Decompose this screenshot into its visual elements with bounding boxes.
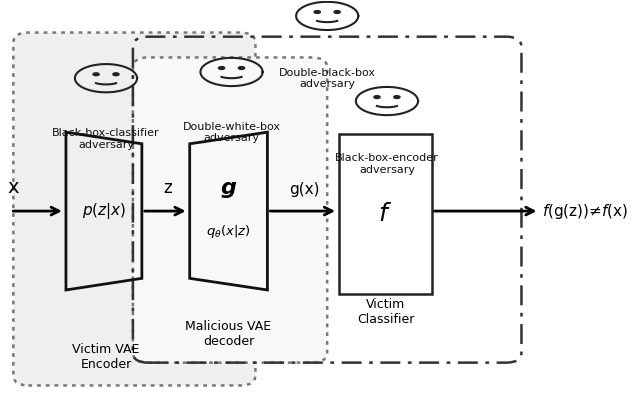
Text: $p(z|x)$: $p(z|x)$ bbox=[82, 201, 126, 221]
Text: Malicious VAE
decoder: Malicious VAE decoder bbox=[186, 320, 271, 348]
FancyBboxPatch shape bbox=[13, 33, 255, 385]
Text: $\bfit{g}$: $\bfit{g}$ bbox=[220, 180, 237, 200]
Text: Black-box-encoder
adversary: Black-box-encoder adversary bbox=[335, 153, 439, 175]
Text: z: z bbox=[163, 178, 172, 196]
Polygon shape bbox=[314, 10, 321, 13]
Polygon shape bbox=[238, 66, 244, 69]
Text: $f$: $f$ bbox=[378, 202, 392, 226]
Text: Victim
Classifier: Victim Classifier bbox=[356, 298, 414, 326]
Text: Black-box-classifier
adversary: Black-box-classifier adversary bbox=[52, 128, 160, 150]
Polygon shape bbox=[93, 73, 99, 76]
Text: Double-white-box
adversary: Double-white-box adversary bbox=[182, 122, 280, 143]
FancyBboxPatch shape bbox=[133, 57, 327, 363]
Polygon shape bbox=[218, 66, 225, 69]
Polygon shape bbox=[374, 96, 380, 99]
FancyBboxPatch shape bbox=[339, 134, 432, 294]
Polygon shape bbox=[113, 73, 119, 76]
Text: Double-black-box
adversary: Double-black-box adversary bbox=[278, 68, 376, 89]
Polygon shape bbox=[334, 10, 340, 13]
Text: $q_\theta(x|z)$: $q_\theta(x|z)$ bbox=[206, 223, 251, 240]
Text: g(x): g(x) bbox=[289, 181, 320, 196]
Text: x: x bbox=[8, 178, 19, 196]
Text: Victim VAE
Encoder: Victim VAE Encoder bbox=[72, 343, 140, 371]
Polygon shape bbox=[394, 96, 400, 99]
Text: $\mathit{f}$(g(z))≠$\mathit{f}$(x): $\mathit{f}$(g(z))≠$\mathit{f}$(x) bbox=[542, 201, 629, 221]
